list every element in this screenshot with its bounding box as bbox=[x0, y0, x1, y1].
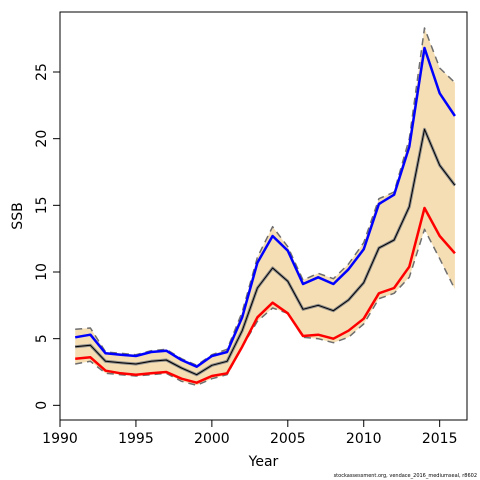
x-tick-label: 2000 bbox=[194, 431, 230, 447]
plot-area bbox=[59, 11, 468, 421]
confidence-band bbox=[75, 28, 455, 386]
y-tick-label: 25 bbox=[34, 63, 50, 81]
y-tick-label: 0 bbox=[34, 401, 50, 410]
x-axis: 1990 1995 2000 2005 2010 2015 bbox=[42, 420, 457, 447]
y-tick-label: 20 bbox=[34, 130, 50, 148]
x-tick-label: 2005 bbox=[270, 431, 306, 447]
x-tick-label: 1990 bbox=[42, 431, 78, 447]
footnote: stockassessment.org, vendace_2016_medium… bbox=[334, 473, 477, 479]
x-tick-label: 1995 bbox=[118, 431, 154, 447]
blue-series-line bbox=[74, 46, 456, 368]
y-axis-title: SSB bbox=[10, 202, 26, 229]
ci-band-area bbox=[75, 28, 455, 386]
median-series-line bbox=[75, 128, 456, 376]
x-axis-title: Year bbox=[248, 454, 279, 470]
lower-series-line bbox=[75, 228, 456, 387]
red-series-line bbox=[75, 206, 456, 384]
x-tick-label: 2015 bbox=[422, 431, 458, 447]
y-axis: 0 5 10 15 20 25 bbox=[34, 63, 60, 410]
y-tick-label: 10 bbox=[34, 263, 50, 281]
series-lines bbox=[74, 27, 457, 387]
y-tick-label: 15 bbox=[34, 196, 50, 214]
upper-series-line bbox=[75, 27, 456, 367]
x-tick-label: 2010 bbox=[346, 431, 382, 447]
plot-frame bbox=[59, 11, 468, 421]
y-tick-label: 5 bbox=[34, 334, 50, 343]
